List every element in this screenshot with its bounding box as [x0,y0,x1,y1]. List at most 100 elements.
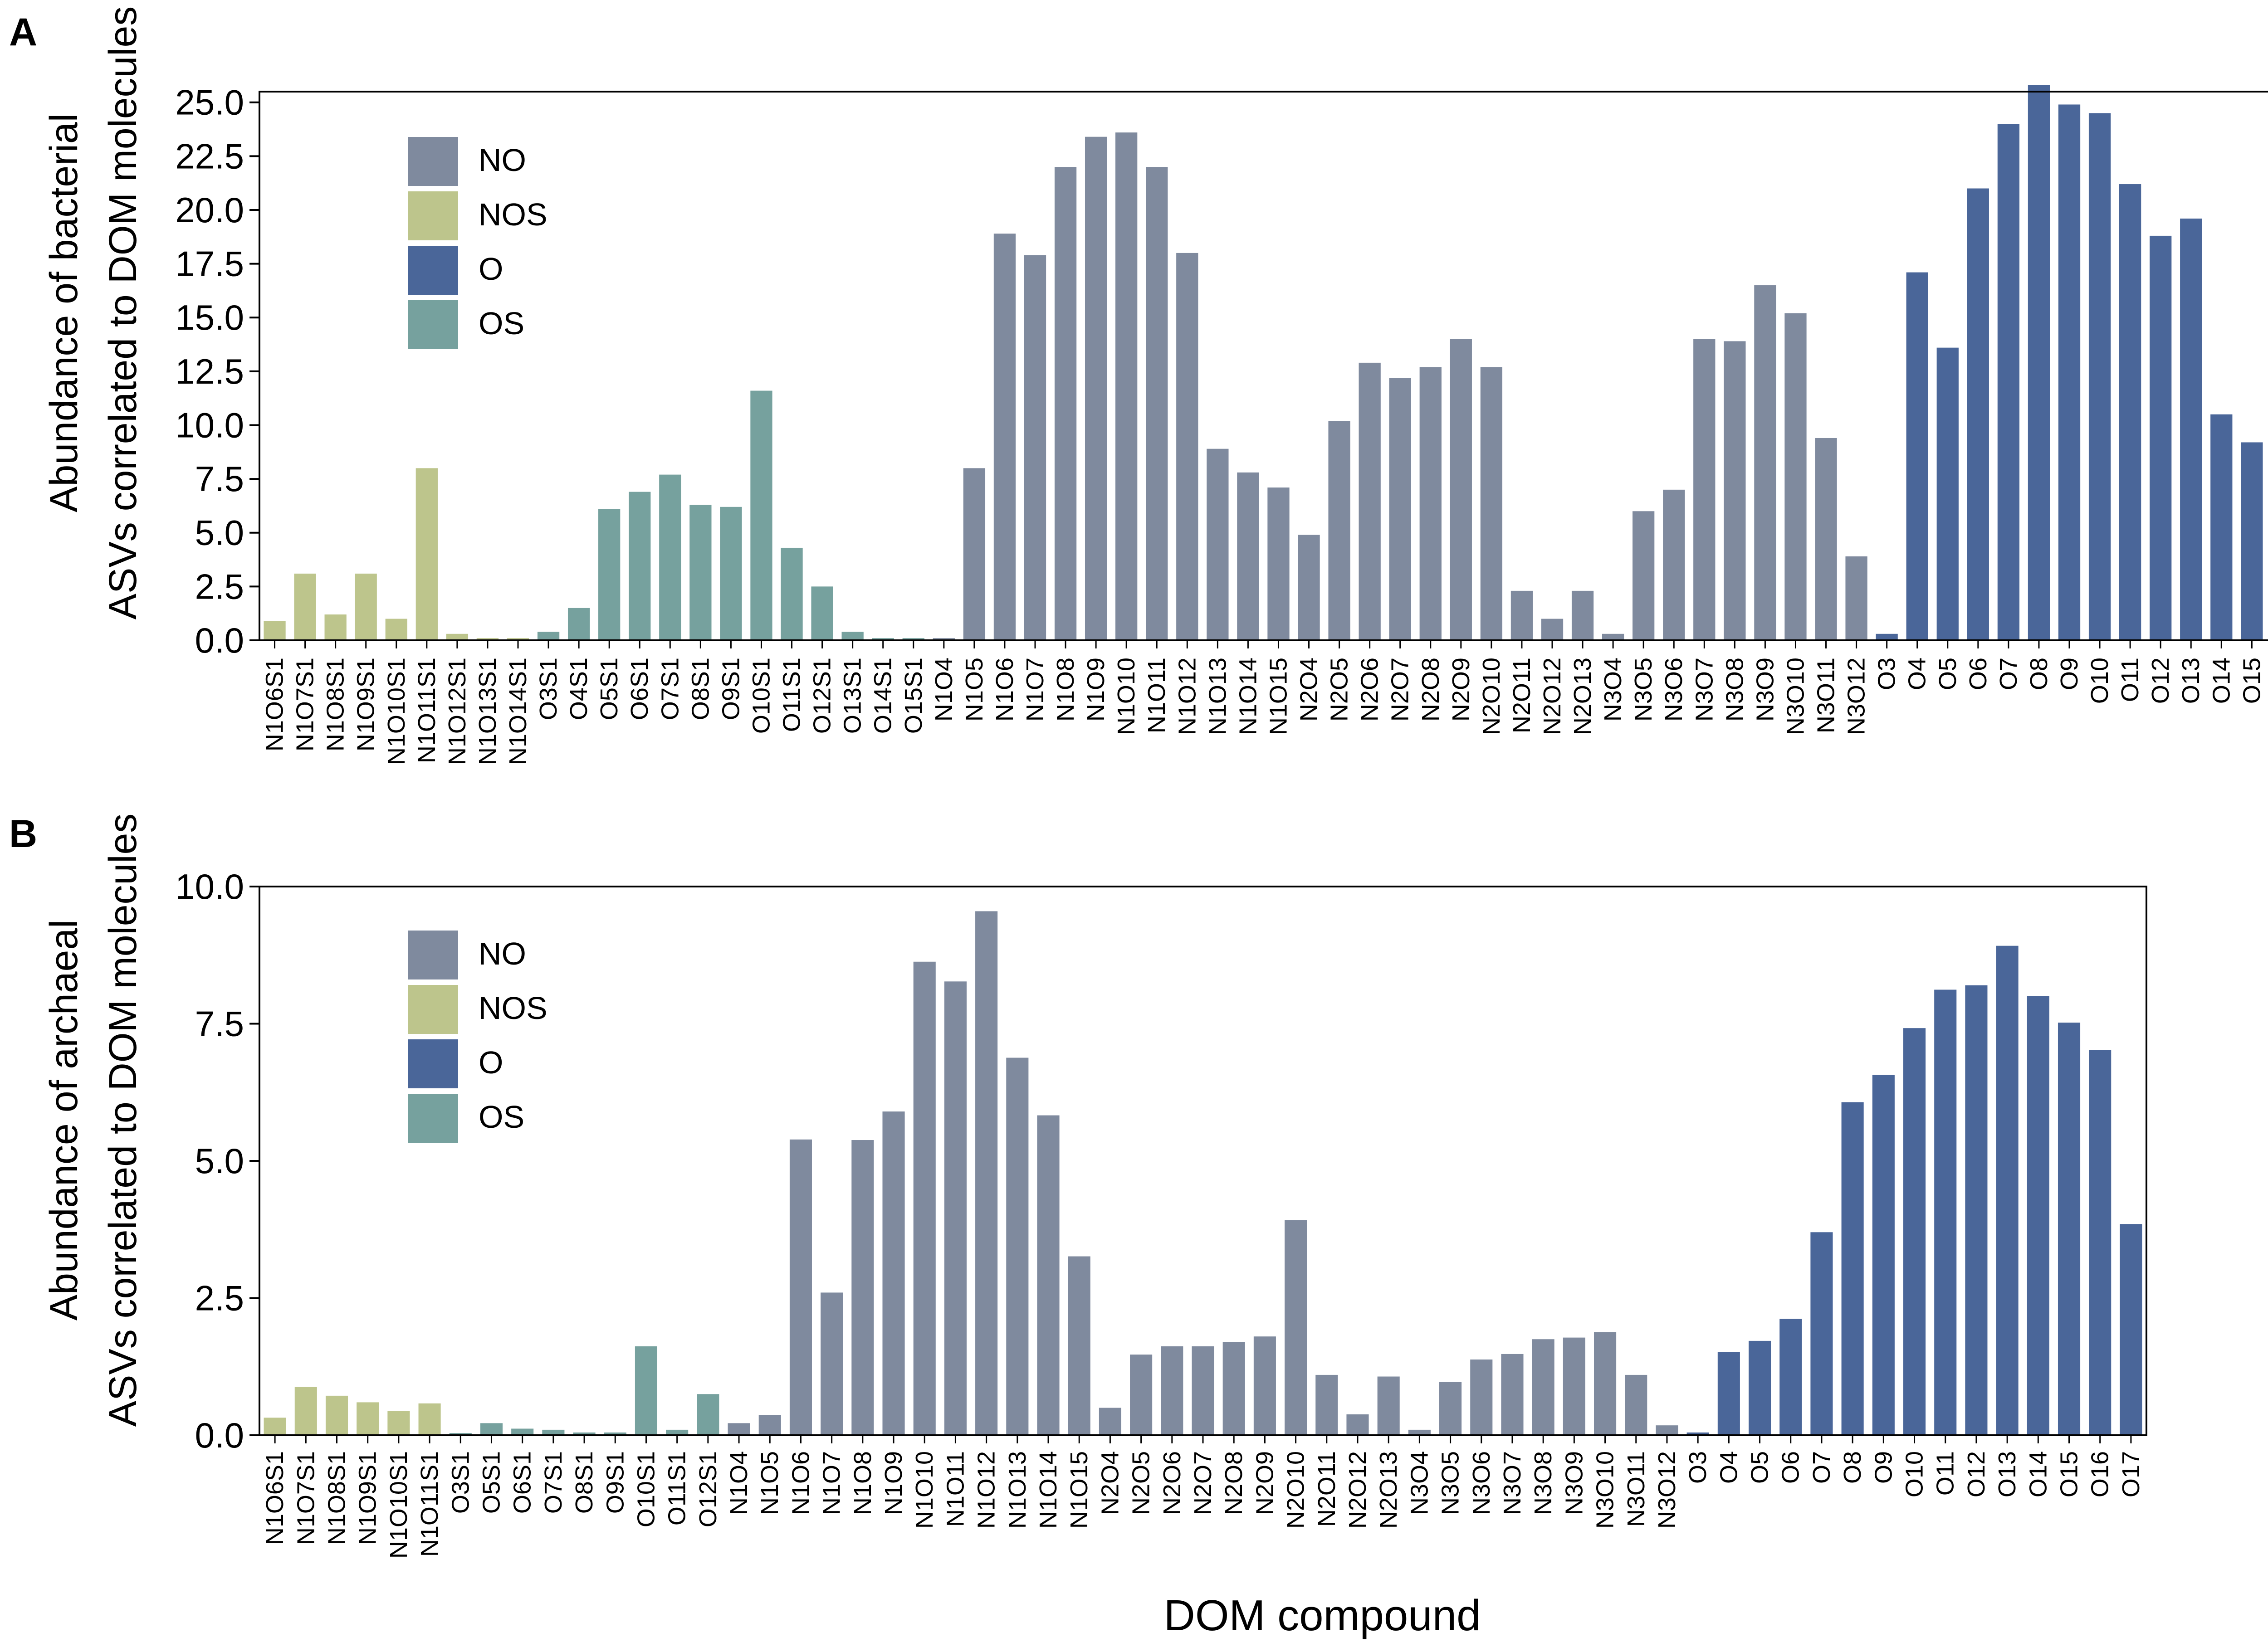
panel-b-bar-o11s1 [666,1429,689,1435]
panel-b-xtick-label: O11S1 [664,1451,691,1525]
panel-a-bar-n2o5 [1328,421,1350,640]
panel-b-bar-n1o9 [882,1111,905,1435]
panel-b-legend-label-os: OS [479,1099,524,1135]
panel-a-bar-n1o6 [993,234,1016,640]
panel-b-bar-n1o10s1 [387,1411,410,1435]
panel-b-bar-o9 [1872,1075,1895,1435]
panel-b-xtick-label: O10 [1901,1451,1928,1497]
panel-a-xtick-label: O11S1 [778,658,806,732]
panel-a-legend-swatch-no [408,137,458,186]
panel-a-bar-n2o11 [1510,590,1533,640]
panel-b-bar-o11 [1934,989,1957,1435]
panel-b-bar-o12s1 [697,1394,719,1435]
panel-b-bar-n1o6s1 [264,1418,286,1435]
panel-a-xtick-label: N2O9 [1447,658,1475,721]
panel-b-bar-o12 [1965,985,1988,1435]
panel-a-xtick-label: N1O13S1 [474,658,501,765]
panel-a-bar-n2o10 [1480,367,1503,640]
panel-a-bar-n1o7s1 [294,573,316,640]
panel-b-bar-n2o6 [1161,1346,1183,1435]
panel-b-bar-o5s1 [480,1423,503,1435]
panel-a-xtick-label: N3O8 [1721,658,1748,721]
panel-b-xtick-label: N2O7 [1189,1451,1217,1515]
panel-a-bar-o14 [2210,414,2233,640]
panel-b-ylabel-line1: Abundance of archaeal [42,920,86,1321]
panel-b-xtick-label: O14 [2024,1451,2052,1497]
panel-b-bar-o10 [1903,1028,1926,1435]
panel-a-bar-o13s1 [841,632,864,640]
panel-a-xtick-label: N1O12S1 [444,658,471,765]
panel-b-bar-n3o10 [1594,1332,1617,1435]
panel-b-xtick-label: O5S1 [478,1451,505,1514]
panel-a-xtick-label: N1O10 [1113,658,1140,735]
panel-a-xtick-label: O12S1 [809,658,836,734]
panel-b-legend-label-nos: NOS [479,990,547,1026]
panel-b-xtick-label: N1O4 [725,1451,753,1515]
panel-b-bar-n1o7 [821,1292,843,1435]
panel-a-bar-o15s1 [902,638,924,640]
panel-a-bar-o5s1 [598,509,621,640]
panel-a-xtick-label: O4S1 [565,658,592,720]
panel-b-xtick-label: N1O9S1 [354,1451,381,1545]
panel-a-bar-o4 [1906,272,1928,640]
panel-b-ytick-label: 0.0 [195,1415,244,1455]
panel-a-bar-n1o15 [1267,487,1290,640]
panel-b-bar-n1o10 [913,961,936,1435]
panel-a-xtick-label: O3 [1873,658,1901,690]
panel-a-bar-o8s1 [689,505,712,640]
panel-b-bar-n3o5 [1439,1382,1462,1435]
panel-a-xtick-label: O8S1 [687,658,714,720]
panel-b-xtick-label: N1O10S1 [385,1451,412,1559]
panel-b-bar-n3o7 [1501,1354,1524,1435]
panel-b-xtick-label: N1O11S1 [416,1451,443,1557]
panel-a-bar-n2o9 [1450,339,1472,640]
panel-b-legend: NO NOS O OS [408,931,547,1143]
panel-a-legend-label-o: O [479,251,503,287]
panel-b-xtick-label: N1O5 [756,1451,783,1515]
panel-b-xtick-label: O9 [1870,1451,1897,1484]
panel-a-xtick-label: N1O12 [1173,658,1201,735]
panel-a-bar-n3o12 [1845,556,1867,640]
panel-b-bar-o13 [1996,945,2019,1435]
panel-b-xtick-label: O6S1 [509,1451,536,1514]
panel-a-xtick-label: N1O14 [1234,658,1261,735]
panel-b-bar-o3s1 [449,1433,472,1435]
panel-b-xtick-label: O9S1 [601,1451,629,1514]
panel-b-chart: B Abundance of archaeal ASVs correlated … [9,812,2147,1559]
panel-a-bar-o13 [2180,218,2202,640]
panel-b-ytick-label: 2.5 [195,1278,244,1318]
panel-a-chart: A Abundance of bacterial ASVs correlated… [9,6,2268,765]
panel-a-bar-n1o8s1 [324,614,347,640]
panel-a-xtick-label: N1O11S1 [413,658,440,763]
panel-a-xtick-label: O14S1 [870,658,897,734]
panel-b-bar-n2o12 [1346,1414,1369,1435]
panel-a-xtick-label: N2O7 [1387,658,1414,721]
panel-b-xtick-label: O6 [1777,1451,1804,1484]
panel-b-xtick-label: N2O13 [1375,1451,1402,1529]
panel-a-xtick-label: N2O13 [1569,658,1596,735]
panel-b-bar-o6s1 [511,1428,534,1435]
panel-a-xtick-label: N1O6 [991,658,1018,721]
panel-a-bar-o3s1 [537,632,560,640]
panel-a-bar-n1o10 [1115,132,1138,640]
panel-b-xtick-label: N2O5 [1128,1451,1155,1515]
panel-a-ytick-label: 2.5 [195,566,244,606]
panel-b-xtick-label: N2O9 [1251,1451,1278,1515]
panel-a-ytick-label: 20.0 [175,190,244,230]
panel-a-bar-n1o9s1 [355,573,377,640]
panel-a-bar-n1o5 [963,468,986,640]
panel-a-bar-n2o12 [1541,619,1564,640]
panel-b-bar-n1o12 [975,911,998,1435]
panel-b-bar-n1o8s1 [325,1395,348,1435]
panel-a-xtick-label: N1O14S1 [504,658,532,765]
panel-b-bar-n1o8 [851,1140,874,1435]
panel-a-bar-n3o9 [1754,285,1776,640]
panel-b-xtick-label: N3O8 [1530,1451,1557,1515]
panel-a-xtick-label: O12 [2147,658,2174,704]
panel-a-bar-n1o6s1 [264,621,286,640]
panel-b-bar-n3o9 [1563,1337,1585,1435]
panel-b-legend-swatch-no [408,931,458,979]
panel-b-xtick-label: O7 [1808,1451,1835,1484]
panel-b-xtick-label: N2O4 [1096,1451,1124,1515]
panel-a-bar-o10 [2088,113,2111,641]
